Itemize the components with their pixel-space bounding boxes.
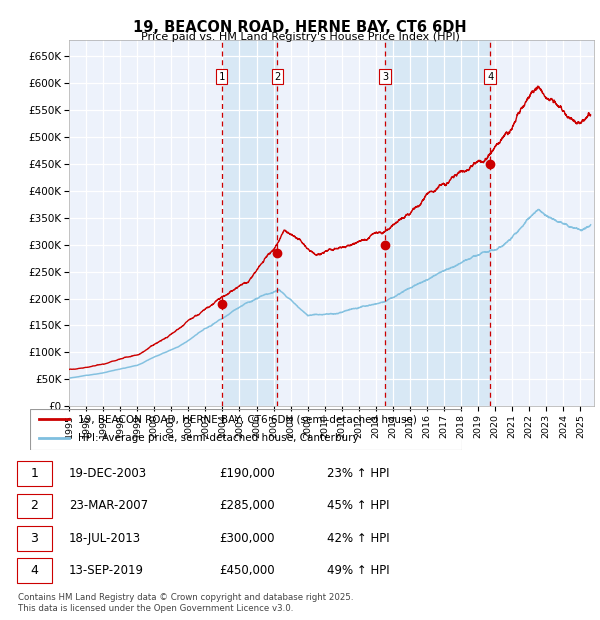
Text: Contains HM Land Registry data © Crown copyright and database right 2025.
This d: Contains HM Land Registry data © Crown c… [18, 593, 353, 613]
Text: Price paid vs. HM Land Registry's House Price Index (HPI): Price paid vs. HM Land Registry's House … [140, 32, 460, 42]
Text: £300,000: £300,000 [219, 532, 275, 544]
Text: 2: 2 [274, 72, 281, 82]
Text: 45% ↑ HPI: 45% ↑ HPI [327, 500, 389, 512]
Text: 19, BEACON ROAD, HERNE BAY, CT6 6DH: 19, BEACON ROAD, HERNE BAY, CT6 6DH [133, 20, 467, 35]
Text: 49% ↑ HPI: 49% ↑ HPI [327, 564, 389, 577]
Text: £450,000: £450,000 [219, 564, 275, 577]
Text: 4: 4 [31, 564, 38, 577]
Text: 4: 4 [487, 72, 493, 82]
Text: 2: 2 [31, 500, 38, 512]
Text: HPI: Average price, semi-detached house, Canterbury: HPI: Average price, semi-detached house,… [77, 433, 358, 443]
Text: 19-DEC-2003: 19-DEC-2003 [69, 467, 147, 480]
Text: 23-MAR-2007: 23-MAR-2007 [69, 500, 148, 512]
Bar [385, 40, 490, 406]
Text: 1: 1 [218, 72, 225, 82]
Text: 19, BEACON ROAD, HERNE BAY, CT6 6DH (semi-detached house): 19, BEACON ROAD, HERNE BAY, CT6 6DH (sem… [77, 414, 416, 424]
Text: 23% ↑ HPI: 23% ↑ HPI [327, 467, 389, 480]
Bar [222, 40, 277, 406]
Text: 13-SEP-2019: 13-SEP-2019 [69, 564, 144, 577]
Text: 1: 1 [31, 467, 38, 480]
Text: £190,000: £190,000 [219, 467, 275, 480]
Text: 3: 3 [31, 532, 38, 544]
Text: 3: 3 [382, 72, 388, 82]
Text: 42% ↑ HPI: 42% ↑ HPI [327, 532, 389, 544]
Text: £285,000: £285,000 [219, 500, 275, 512]
Text: 18-JUL-2013: 18-JUL-2013 [69, 532, 141, 544]
